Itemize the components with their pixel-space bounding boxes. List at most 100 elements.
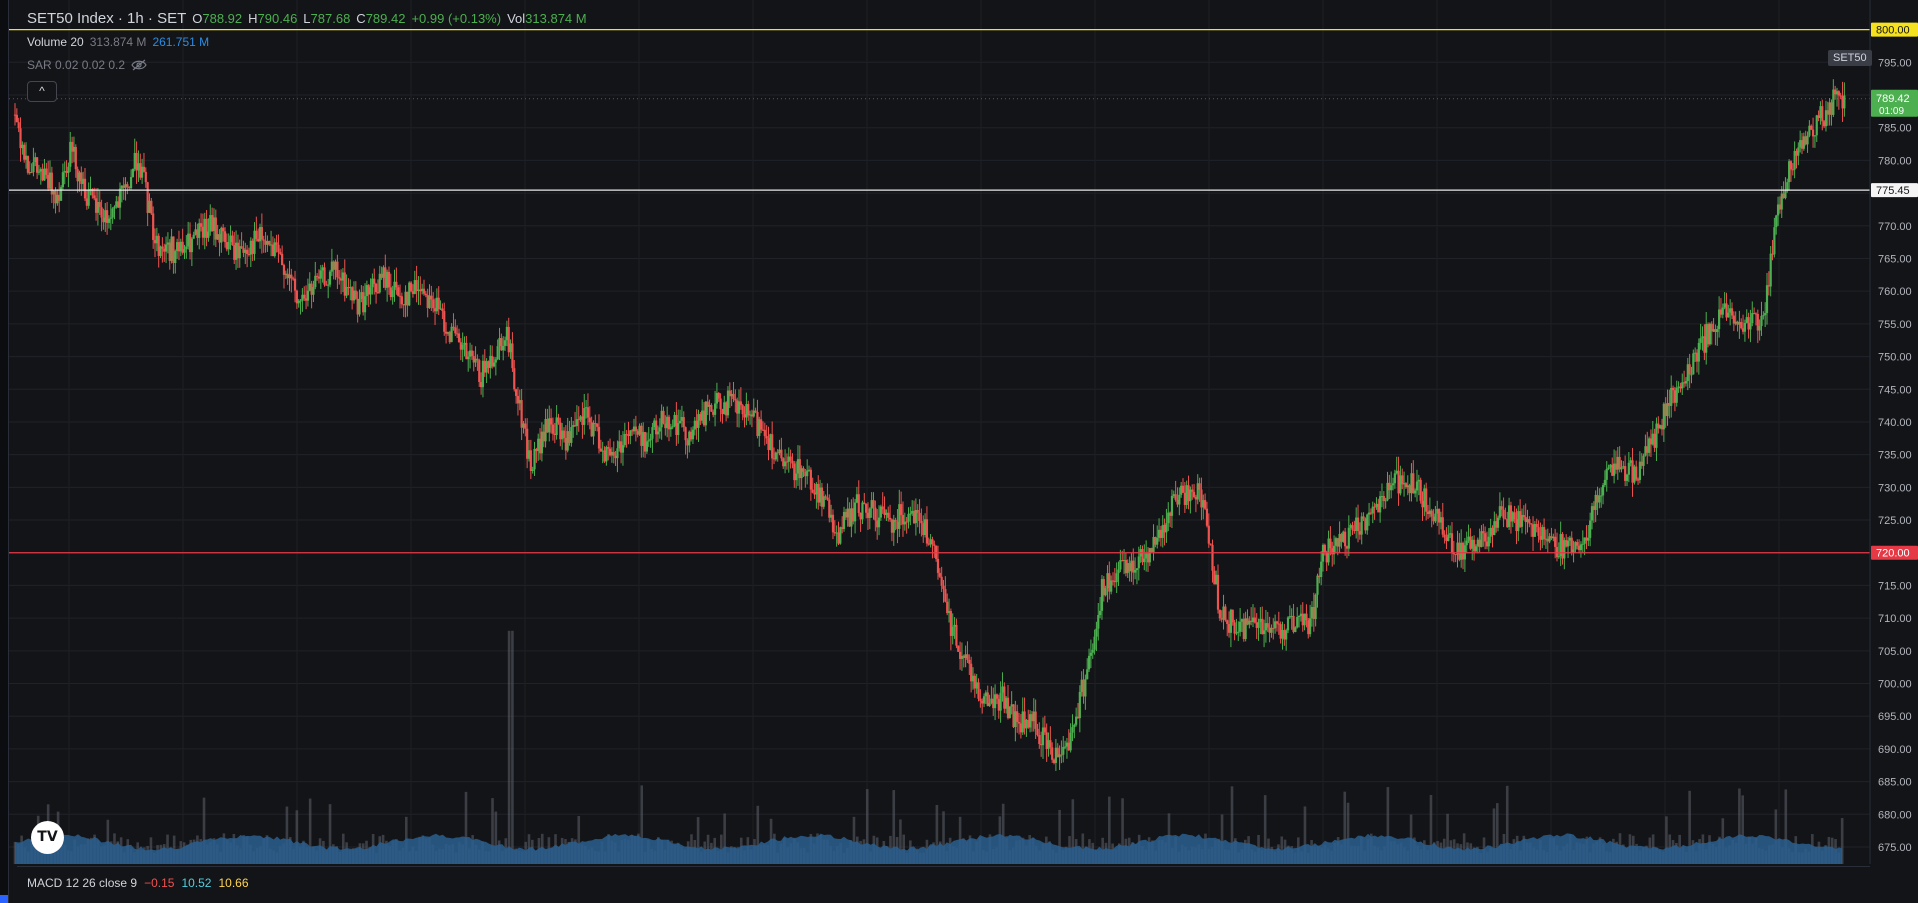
candle-down [1345,546,1349,549]
candle-up [807,469,811,471]
tradingview-logo[interactable]: TV [31,821,64,854]
candle-down [513,368,516,390]
candle-down [1706,324,1710,345]
candle-down [1181,485,1185,493]
candle-down [712,411,715,415]
candle-down [1377,503,1380,513]
candle-up [1808,125,1811,136]
candle-up [1028,714,1032,728]
candle-down [268,240,271,245]
candle-down [448,332,451,343]
candle-up [194,229,197,235]
candle-down [1408,485,1411,494]
candle-down [1336,538,1339,547]
change-value: +0.99 (+0.13%) [411,11,502,26]
candle-up [1406,485,1409,488]
candle-up [1327,538,1330,563]
candle-down [1730,308,1734,316]
volume-value: 313.874 M [89,35,147,49]
candle-up [1423,488,1426,508]
candlestick-chart[interactable]: 795.00790.00785.00780.00775.00770.00765.… [9,0,1918,903]
candle-down [1778,204,1782,210]
volume-bar [1774,809,1778,864]
candle-up [1237,631,1240,633]
candle-down [444,331,448,334]
vol-value: 313.874 M [525,11,587,26]
candle-up [48,172,52,189]
candle-up [1222,606,1225,620]
candle-down [1539,535,1542,540]
candle-up [1557,556,1560,558]
candle-down [690,431,693,440]
candle-down [944,588,947,602]
candle-down [146,182,149,213]
candle-down [1331,548,1334,555]
candle-up [1041,727,1045,746]
candle-down [739,401,742,406]
price-tick-label: 760.00 [1878,286,1912,298]
candle-down [946,601,949,614]
candle-down [163,248,166,252]
macd-legend[interactable]: MACD 12 26 close 9 −0.15 10.52 10.66 [27,876,249,890]
chart-frame[interactable]: 795.00790.00785.00780.00775.00770.00765.… [8,0,1918,903]
candle-up [1086,669,1089,680]
candle-down [732,393,735,399]
candle-down [1356,517,1360,532]
open-value: 788.92 [202,11,243,26]
candle-down [852,508,855,522]
candle-up [1760,315,1763,327]
candle-up [1824,110,1828,127]
candle-up [903,521,906,525]
candle-down [1016,711,1019,723]
candle-up [1170,495,1174,516]
sar-legend[interactable]: SAR 0.02 0.02 0.2 [27,58,147,72]
candle-up [492,362,496,367]
candle-down [339,278,343,281]
candle-up [120,185,123,189]
volume-bar [1496,803,1499,864]
symbol-title[interactable]: SET50 Index · 1h · SET [27,10,187,27]
pane-divider[interactable] [17,866,1870,867]
candle-down [122,185,125,188]
candle-up [1032,711,1035,722]
volume-legend[interactable]: Volume 20 313.874 M 261.751 M [27,35,209,49]
volume-bar [464,791,468,864]
candle-down [973,675,976,689]
candle-up [748,414,752,416]
candle-down [1841,96,1844,109]
candle-down [1485,541,1489,547]
hidden-eye-icon[interactable] [131,59,147,71]
candle-down [636,431,639,435]
candle-down [168,242,171,261]
volume-bar [1505,785,1509,864]
candle-up [1157,529,1161,538]
candle-down [275,242,278,245]
candle-up [678,420,682,424]
candle-down [1837,91,1840,96]
candle-up [1071,727,1074,733]
candle-down [927,543,930,545]
candle-down [728,390,731,397]
candle-up [1788,161,1791,183]
candle-down [98,202,101,208]
price-tick-label: 685.00 [1878,777,1912,789]
candle-up [170,236,173,261]
candle-up [328,271,332,285]
collapse-legend-button[interactable]: ^ [27,81,57,102]
candle-up [839,527,842,544]
candle-down [1301,613,1304,626]
candle-down [478,360,481,382]
candle-down [1810,125,1813,130]
candle-down [260,227,263,240]
candle-up [522,423,525,428]
candle-down [573,425,577,427]
candle-down [1204,500,1207,509]
candle-down [747,404,750,416]
candle-up [176,242,179,252]
candle-down [1146,553,1150,563]
candle-down [1128,563,1131,572]
candle-up [1681,382,1684,389]
candle-up [258,227,262,242]
candle-down [1194,497,1198,500]
candle-up [111,208,114,218]
